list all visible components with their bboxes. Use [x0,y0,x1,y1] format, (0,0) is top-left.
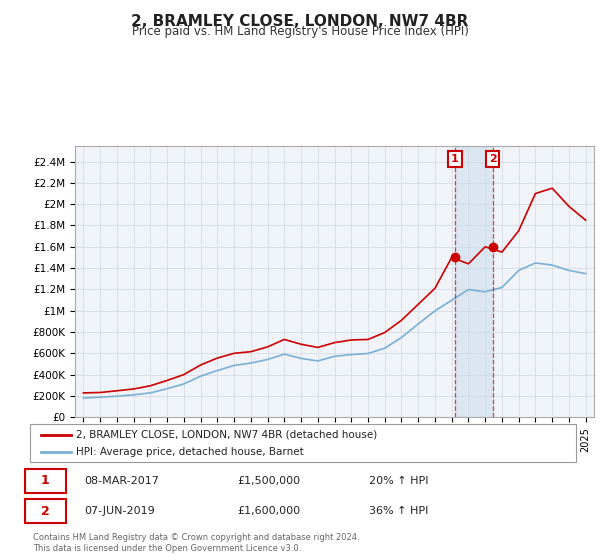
Text: Price paid vs. HM Land Registry's House Price Index (HPI): Price paid vs. HM Land Registry's House … [131,25,469,38]
Text: 2: 2 [41,505,50,517]
FancyBboxPatch shape [25,499,66,523]
Text: £1,500,000: £1,500,000 [238,476,301,486]
Text: 2, BRAMLEY CLOSE, LONDON, NW7 4BR (detached house): 2, BRAMLEY CLOSE, LONDON, NW7 4BR (detac… [76,430,377,440]
FancyBboxPatch shape [25,469,66,493]
Text: HPI: Average price, detached house, Barnet: HPI: Average price, detached house, Barn… [76,447,304,458]
Bar [455,146,493,417]
Text: 08-MAR-2017: 08-MAR-2017 [85,476,160,486]
Text: 1: 1 [41,474,50,487]
Text: 20% ↑ HPI: 20% ↑ HPI [368,476,428,486]
Text: 07-JUN-2019: 07-JUN-2019 [85,506,155,516]
Text: £1,600,000: £1,600,000 [238,506,301,516]
FancyBboxPatch shape [30,424,576,462]
Text: 2: 2 [488,154,496,164]
Text: 1: 1 [451,154,459,164]
Text: 2, BRAMLEY CLOSE, LONDON, NW7 4BR: 2, BRAMLEY CLOSE, LONDON, NW7 4BR [131,14,469,29]
Text: 36% ↑ HPI: 36% ↑ HPI [368,506,428,516]
Text: Contains HM Land Registry data © Crown copyright and database right 2024.
This d: Contains HM Land Registry data © Crown c… [33,533,359,553]
